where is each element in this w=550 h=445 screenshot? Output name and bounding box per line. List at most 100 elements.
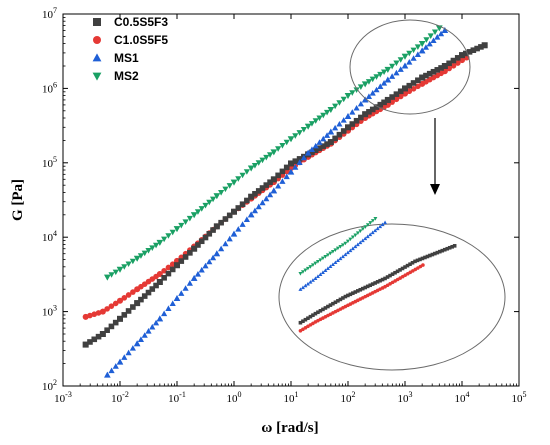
series-mark — [165, 264, 172, 271]
inset-mark — [353, 290, 358, 294]
inset-mark — [360, 238, 365, 243]
series-mark — [259, 185, 266, 191]
series-mark — [279, 142, 286, 149]
series-mark — [169, 300, 176, 306]
inset-mark — [306, 316, 310, 320]
series-mark — [353, 87, 360, 93]
series-mark — [248, 165, 255, 172]
series-mark — [336, 100, 343, 106]
inset-mark — [400, 266, 405, 271]
inset-mark — [310, 263, 315, 267]
series-mark — [415, 83, 421, 90]
inset-mark — [315, 274, 320, 278]
inset-mark — [330, 250, 335, 254]
inset-mark — [410, 260, 415, 265]
series-mark — [410, 85, 417, 92]
series-mark — [344, 93, 352, 99]
inset-mark — [425, 254, 430, 259]
series-mark — [365, 79, 373, 85]
series-mark — [466, 49, 473, 55]
series-mark — [239, 221, 246, 227]
series-mark — [213, 250, 220, 257]
series-mark — [426, 70, 433, 77]
legend-marker — [92, 53, 102, 62]
series-mark — [108, 303, 115, 309]
inset-series-layer — [298, 217, 457, 333]
series-mark — [369, 90, 376, 96]
inset-mark — [447, 245, 452, 250]
series-mark — [263, 154, 270, 161]
series-mark — [251, 162, 259, 169]
series-mark — [422, 44, 430, 50]
series-mark — [174, 262, 180, 269]
series-mark — [438, 65, 444, 71]
inset-mark — [358, 287, 363, 292]
series-mark — [332, 135, 338, 142]
series-mark — [206, 258, 213, 265]
inset-mark — [325, 266, 330, 271]
series-mark — [459, 52, 465, 58]
series-mark — [226, 235, 233, 242]
series-mark — [344, 113, 352, 119]
series-mark — [287, 136, 295, 143]
inset-mark — [450, 244, 454, 249]
series-mark — [397, 66, 404, 72]
series-mark — [340, 117, 347, 123]
series-mark — [279, 168, 286, 175]
series-mark — [198, 266, 205, 273]
inset-mark — [355, 242, 360, 247]
series-mark — [365, 93, 373, 99]
series-mark — [202, 262, 209, 269]
legend-label: MS2 — [114, 69, 139, 83]
series-mark — [121, 295, 128, 301]
series-mark — [198, 206, 205, 212]
series-mark — [279, 178, 286, 184]
series-mark — [402, 85, 408, 92]
inset-mark — [308, 280, 313, 284]
inset-mark — [373, 217, 378, 221]
series-mark — [470, 47, 477, 53]
inset-mark — [335, 246, 340, 251]
series-mark — [353, 104, 360, 111]
series-mark — [410, 55, 417, 61]
inset-mark — [341, 296, 345, 300]
series-mark — [251, 207, 259, 214]
inset-mark — [380, 222, 385, 227]
series-mark — [149, 323, 156, 330]
series-mark — [283, 139, 290, 146]
series-mark — [161, 275, 167, 281]
series-mark — [165, 233, 172, 239]
series-mark — [349, 90, 356, 96]
series-mark — [222, 240, 229, 247]
inset-mark — [405, 263, 410, 268]
series-mark — [121, 312, 128, 318]
inset-series-MS1 — [298, 220, 388, 291]
inset-mark — [428, 253, 432, 258]
series-mark — [292, 133, 299, 139]
inset-series-MS2 — [298, 217, 378, 276]
inset-mark — [415, 258, 420, 263]
inset-mark — [398, 268, 402, 272]
inset-series-C1.0S5F5 — [298, 263, 425, 333]
inset-mark — [365, 234, 370, 239]
inset-mark — [452, 244, 457, 248]
series-mark — [414, 44, 421, 51]
legend: C0.5S5F3 C1.0S5F5 MS1 MS2 — [92, 15, 168, 83]
inset-mark — [311, 313, 315, 317]
series-mark — [222, 216, 229, 222]
series-mark — [266, 152, 274, 158]
series-mark — [182, 219, 189, 225]
inset-mark — [340, 254, 345, 259]
series-mark — [218, 219, 224, 226]
inset-mark — [333, 260, 338, 265]
series-mark — [195, 242, 201, 248]
series-mark — [186, 215, 193, 222]
inset-mark — [370, 282, 375, 286]
inset-mark — [365, 284, 370, 289]
series-mark — [173, 226, 181, 232]
series-mark — [157, 271, 163, 277]
series-mark — [434, 67, 441, 73]
inset-mark — [395, 269, 400, 274]
series-mark — [91, 311, 98, 318]
inset-mark — [378, 224, 383, 229]
